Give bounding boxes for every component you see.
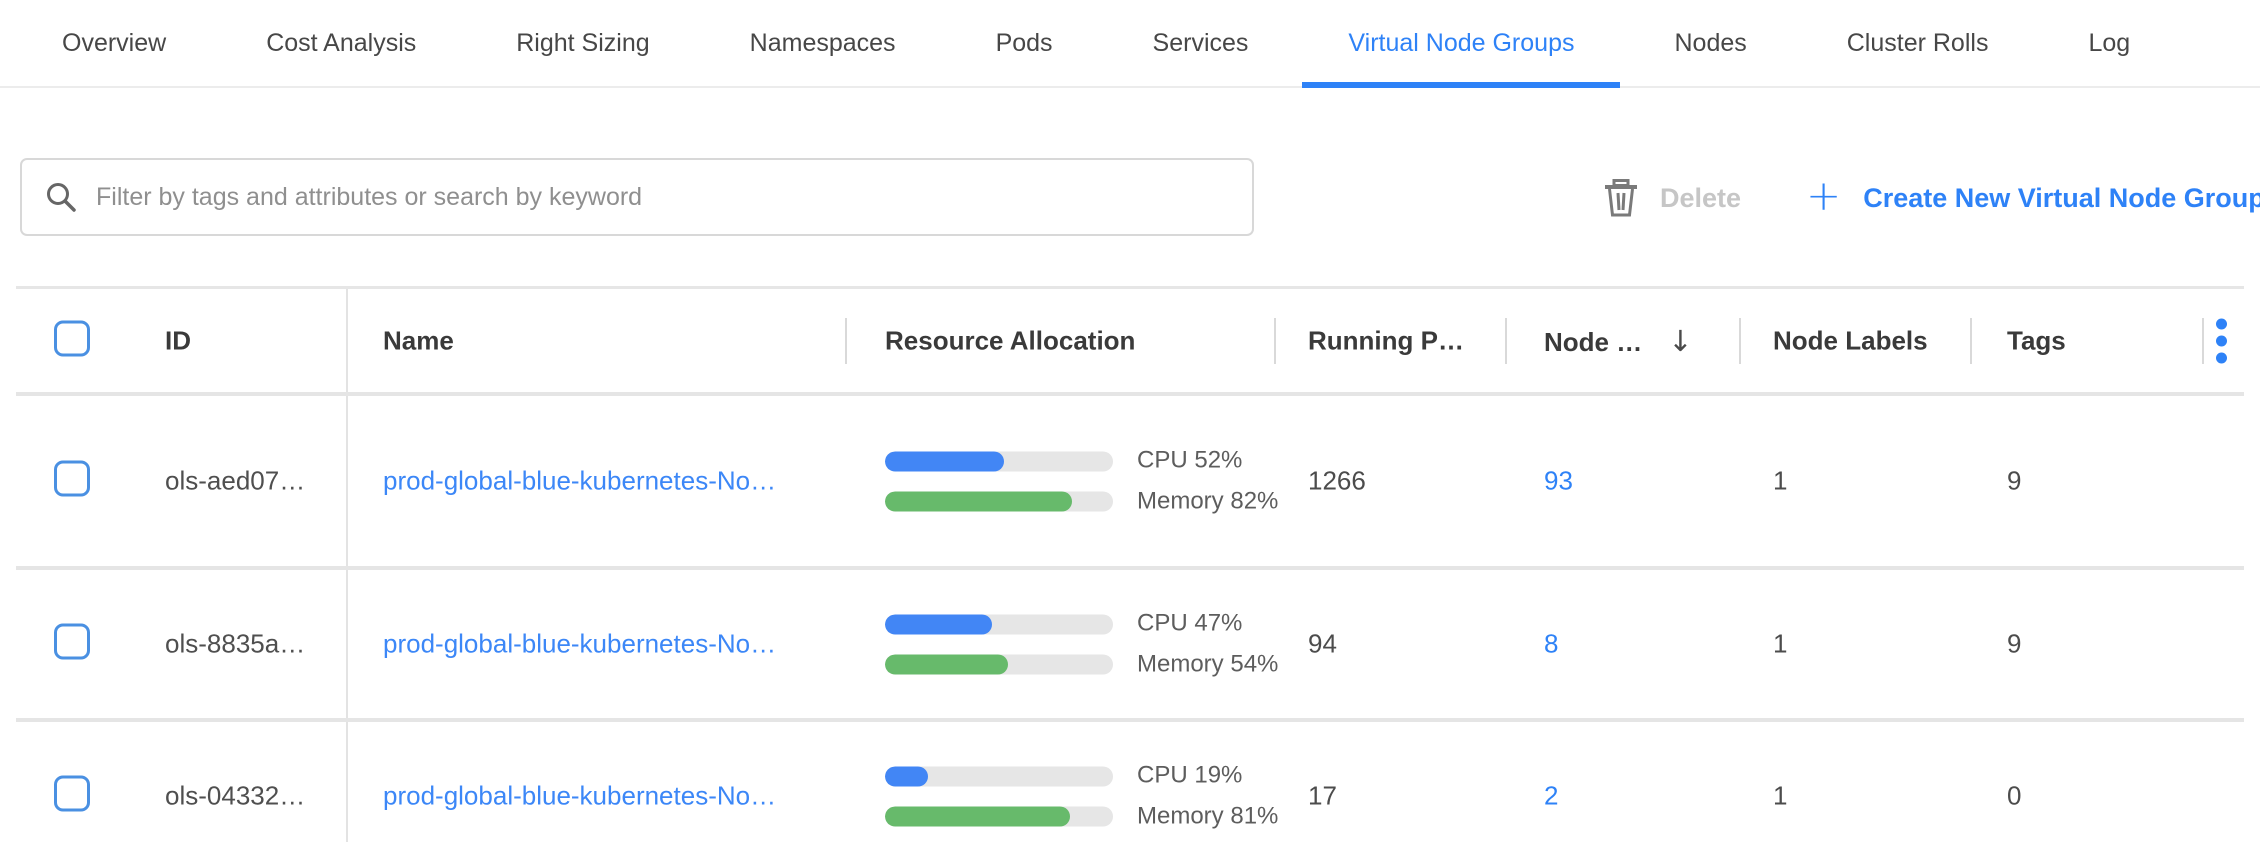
nodes-count-link[interactable]: 93 xyxy=(1544,465,1573,496)
column-header-name[interactable]: Name xyxy=(383,325,454,355)
running-pods-value: 17 xyxy=(1308,780,1337,811)
tab-namespaces[interactable]: Namespaces xyxy=(749,28,896,57)
memory-usage-label: Memory 81% xyxy=(1137,802,1279,830)
tab-right-sizing[interactable]: Right Sizing xyxy=(516,28,650,57)
column-header-running-pods[interactable]: Running P… xyxy=(1308,325,1464,355)
column-header-nodes-label: Node … xyxy=(1544,326,1643,357)
tags-value: 0 xyxy=(2007,780,2022,811)
tab-nodes[interactable]: Nodes xyxy=(1674,28,1747,57)
column-header-node-labels[interactable]: Node Labels xyxy=(1773,325,1928,355)
nodes-count-link[interactable]: 8 xyxy=(1544,628,1559,659)
select-all-checkbox[interactable] xyxy=(54,320,90,356)
tags-value: 9 xyxy=(2007,628,2022,659)
tab-cluster-rolls[interactable]: Cluster Rolls xyxy=(1846,28,1989,57)
tab-bar: Overview Cost Analysis Right Sizing Name… xyxy=(0,0,2260,88)
row-id: ols-04332… xyxy=(165,780,306,811)
tab-cost-analysis[interactable]: Cost Analysis xyxy=(266,28,417,57)
header-divider xyxy=(1739,318,1741,364)
tags-value: 9 xyxy=(2007,465,2022,496)
header-divider xyxy=(1274,318,1276,364)
resource-allocation-cell: CPU 47% Memory 54% xyxy=(885,610,1278,679)
plus-icon: + xyxy=(1806,171,1842,220)
cpu-usage-label: CPU 19% xyxy=(1137,761,1243,789)
running-pods-value: 94 xyxy=(1308,628,1337,659)
create-label: Create New Virtual Node Group xyxy=(1863,182,2260,213)
cpu-usage-label: CPU 52% xyxy=(1137,446,1243,474)
column-header-nodes[interactable]: Node … ↓ xyxy=(1544,324,1693,358)
row-name-link[interactable]: prod-global-blue-kubernetes-No… xyxy=(383,780,777,811)
resource-allocation-cell: CPU 52% Memory 82% xyxy=(885,447,1278,516)
memory-usage-label: Memory 82% xyxy=(1137,487,1279,515)
running-pods-value: 1266 xyxy=(1308,465,1366,496)
row-checkbox[interactable] xyxy=(54,623,90,660)
table-row: ols-aed07… prod-global-blue-kubernetes-N… xyxy=(16,392,2244,566)
table-row: ols-04332… prod-global-blue-kubernetes-N… xyxy=(16,718,2244,842)
memory-usage-label: Memory 54% xyxy=(1137,650,1279,678)
header-divider xyxy=(845,318,847,364)
node-labels-value: 1 xyxy=(1773,465,1788,496)
node-labels-value: 1 xyxy=(1773,780,1788,811)
header-divider xyxy=(1505,318,1507,364)
create-virtual-node-group-button[interactable]: + Create New Virtual Node Group xyxy=(1806,170,2260,226)
tab-virtual-node-groups[interactable]: Virtual Node Groups xyxy=(1302,0,1621,88)
nodes-count-link[interactable]: 2 xyxy=(1544,780,1559,811)
filter-search-box[interactable] xyxy=(20,158,1254,236)
virtual-node-groups-table: ID Name Resource Allocation Running P… N… xyxy=(16,286,2244,842)
delete-button[interactable]: Delete xyxy=(1604,172,1741,224)
id-column-divider xyxy=(346,289,348,842)
header-divider xyxy=(2202,318,2204,364)
row-id: ols-aed07… xyxy=(165,465,306,496)
search-input[interactable] xyxy=(96,182,1230,212)
row-id: ols-8835a… xyxy=(165,628,306,659)
memory-usage-bar xyxy=(885,806,1113,826)
search-icon xyxy=(47,183,76,212)
memory-usage-bar xyxy=(885,491,1113,511)
row-checkbox[interactable] xyxy=(54,775,90,812)
row-name-link[interactable]: prod-global-blue-kubernetes-No… xyxy=(383,465,777,496)
cpu-usage-bar xyxy=(885,451,1113,471)
column-header-resource-allocation[interactable]: Resource Allocation xyxy=(885,325,1136,355)
trash-icon xyxy=(1605,179,1637,217)
cpu-usage-bar xyxy=(885,766,1113,786)
tab-overview[interactable]: Overview xyxy=(62,28,167,57)
sort-descending-icon[interactable]: ↓ xyxy=(1668,323,1693,358)
memory-usage-bar xyxy=(885,654,1113,674)
column-header-id[interactable]: ID xyxy=(165,325,191,355)
tab-pods[interactable]: Pods xyxy=(995,28,1053,57)
columns-menu-icon[interactable] xyxy=(2212,314,2231,367)
table-row: ols-8835a… prod-global-blue-kubernetes-N… xyxy=(16,566,2244,718)
table-header: ID Name Resource Allocation Running P… N… xyxy=(16,289,2244,392)
column-header-tags[interactable]: Tags xyxy=(2007,325,2066,355)
tab-log[interactable]: Log xyxy=(2088,28,2131,57)
node-labels-value: 1 xyxy=(1773,628,1788,659)
tab-services[interactable]: Services xyxy=(1152,28,1249,57)
resource-allocation-cell: CPU 19% Memory 81% xyxy=(885,762,1278,831)
header-divider xyxy=(1970,318,1972,364)
row-checkbox[interactable] xyxy=(54,460,90,497)
cpu-usage-bar xyxy=(885,614,1113,634)
cpu-usage-label: CPU 47% xyxy=(1137,609,1243,637)
row-name-link[interactable]: prod-global-blue-kubernetes-No… xyxy=(383,628,777,659)
delete-label: Delete xyxy=(1660,182,1742,213)
